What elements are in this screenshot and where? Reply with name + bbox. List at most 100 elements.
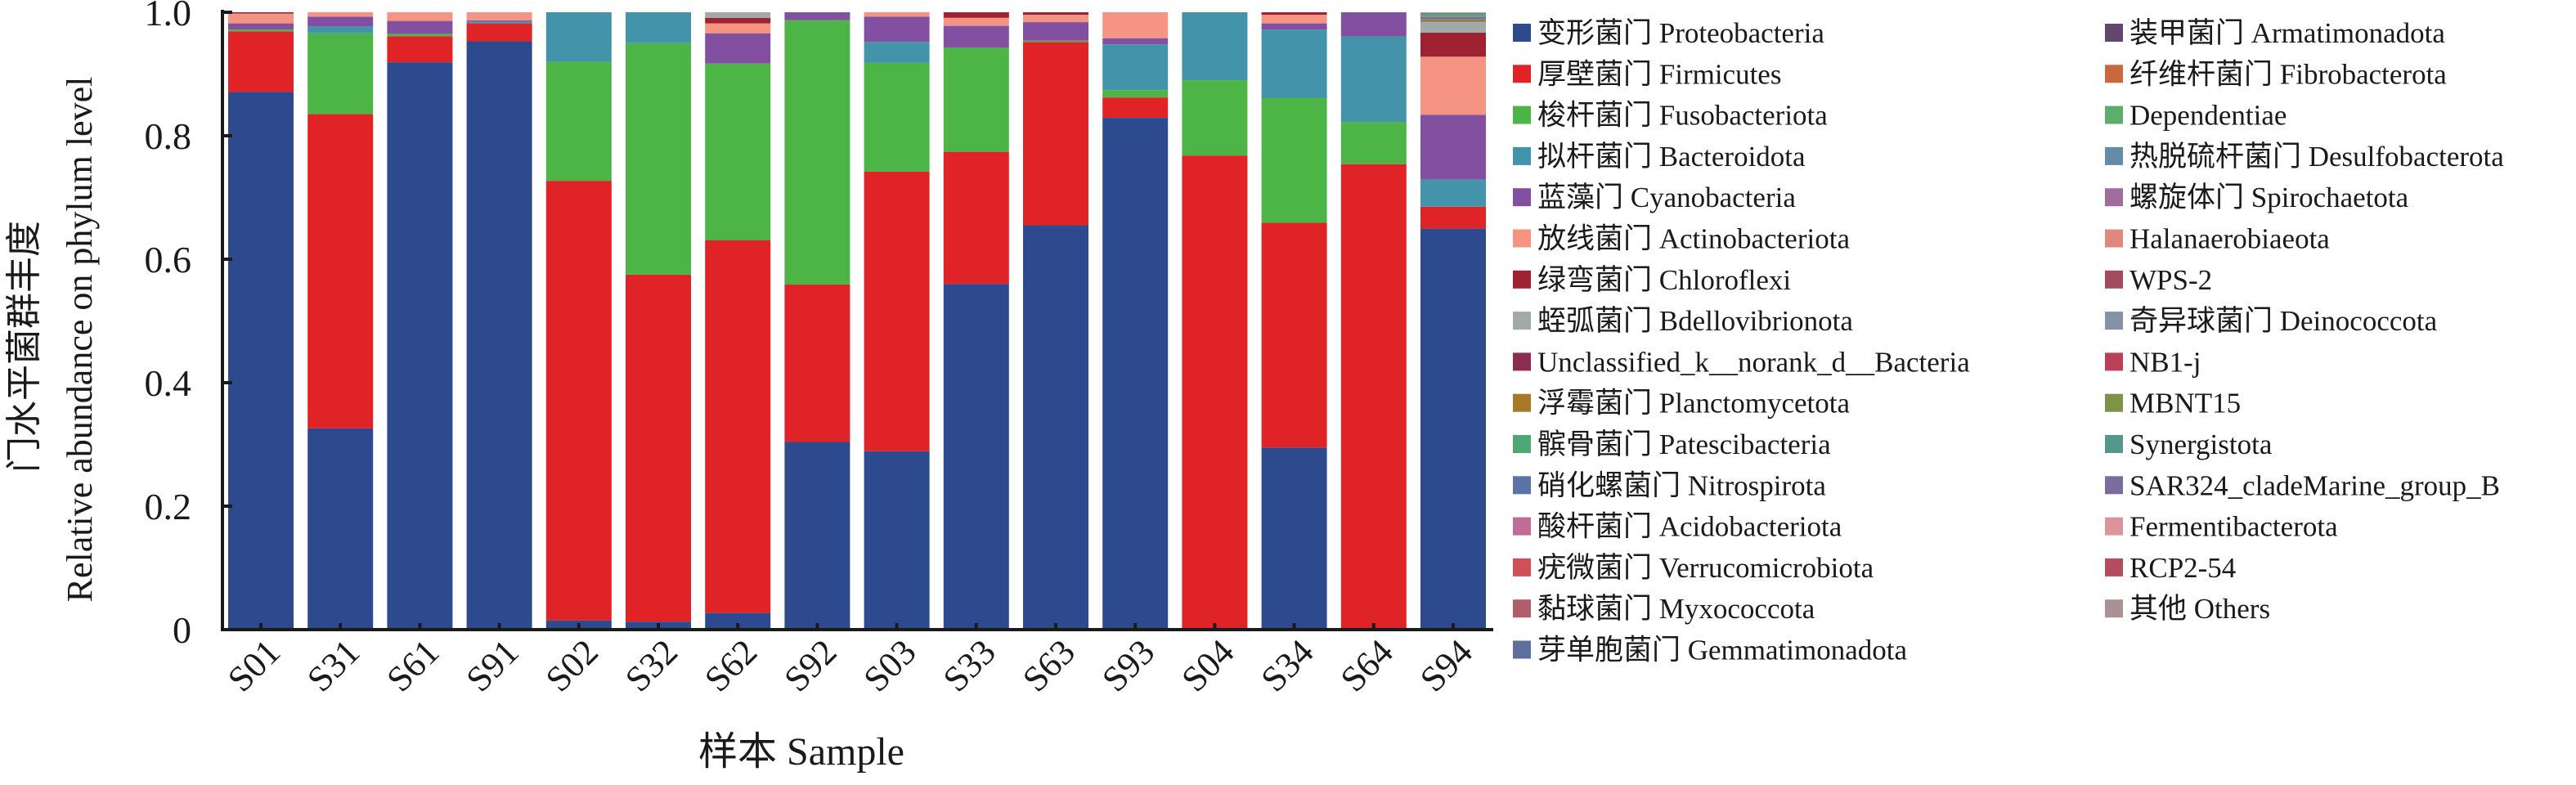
legend-swatch [2105, 24, 2123, 42]
legend-item: NB1-j [2105, 346, 2201, 378]
legend-label: 蓝藻门 Cyanobacteria [1537, 182, 1796, 213]
legend-swatch [1513, 65, 1531, 83]
legend-label: 其他 Others [2129, 593, 2270, 625]
legend-label: 纤维杆菌门 Fibrobacterota [2129, 58, 2447, 90]
legend-item: MBNT15 [2105, 388, 2241, 419]
bar-segment-S92-1 [784, 284, 850, 442]
x-tick-label: S93 [1094, 631, 1162, 699]
legend-swatch [2105, 105, 2123, 124]
bar-segment-S62-6 [705, 17, 771, 24]
x-ticks-group: S01 S31 S61 S91 S02 S32 S62 S92 S03 S33 S63 S93 S04 S… [220, 623, 1480, 699]
bar-segment-S94-6 [1420, 32, 1486, 57]
legend-label: 蛭弧菌门 Bdellovibrionota [1537, 305, 1853, 337]
bar-segment-S94-30 [1420, 12, 1486, 13]
legend-item: 奇异球菌门 Deinococcota [2105, 305, 2438, 337]
legend-label: SAR324_cladeMarine_group_B [2129, 469, 2500, 501]
bar-segment-S64-2 [1340, 122, 1407, 164]
legend-label: 变形菌门 Proteobacteria [1537, 17, 1824, 49]
bar-segment-S61-0 [387, 62, 453, 630]
legend-swatch [2105, 352, 2123, 371]
bar-segment-S91-4 [466, 20, 532, 22]
bar-segment-S31-2 [307, 33, 374, 114]
bar-segment-S91-0 [466, 41, 532, 630]
legend-item: 螺旋体门 Spirochaetota [2105, 182, 2409, 213]
bar-segment-S92-2 [784, 20, 850, 285]
legend-item: 硝化螺菌门 Nitrospirota [1513, 469, 1826, 501]
bar-segment-S02-2 [545, 61, 612, 182]
legend-swatch [2105, 188, 2123, 207]
x-tick-label: S32 [617, 631, 685, 699]
y-axis-title: Relative abundance on phylum level [60, 77, 100, 603]
x-tick-label: S63 [1015, 631, 1083, 699]
bar-segment-S03-2 [864, 62, 930, 172]
bar-segment-S02-1 [545, 181, 612, 621]
legend-swatch [1513, 558, 1531, 576]
legend-label: 硝化螺菌门 Nitrospirota [1537, 469, 1826, 501]
bar-segment-S63-5 [1023, 15, 1088, 23]
bar-segment-S62-7 [705, 12, 771, 18]
bar-segment-S03-0 [864, 451, 930, 630]
bar-segment-S93-5 [1102, 12, 1169, 38]
bar-segment-S32-2 [626, 43, 691, 275]
legend-label: 拟杆菌门 Bacteroidota [1537, 141, 1806, 173]
bar-segment-S62-0 [705, 612, 771, 630]
bar-segment-S93-3 [1102, 44, 1169, 91]
legend-label: 芽单胞菌门 Gemmatimonadota [1537, 635, 1907, 666]
y-tick-label: 0.6 [145, 239, 192, 280]
bar-segment-S94-8 [1420, 20, 1486, 22]
x-axis-title: 样本 Sample [698, 730, 904, 774]
legend-item: Unclassified_k__norank_d__Bacteria [1513, 346, 1970, 378]
x-tick-label: S03 [856, 631, 924, 699]
bar-segment-S93-1 [1102, 97, 1169, 119]
x-tick-label: S33 [936, 631, 1003, 699]
legend-label: 绿弯菌门 Chloroflexi [1537, 264, 1791, 296]
legend-item: WPS-2 [2105, 264, 2212, 296]
x-tick-label: S61 [379, 631, 447, 699]
legend-label: 髌骨菌门 Patescibacteria [1537, 428, 1831, 460]
bar-segment-S34-6 [1261, 12, 1327, 16]
bar-segment-S04-3 [1182, 12, 1248, 81]
bar-segment-S31-4 [307, 16, 374, 27]
bar-segment-S93-0 [1102, 118, 1169, 630]
bar-segment-S61-2 [387, 34, 453, 37]
bar-segment-S94-9 [1420, 20, 1486, 21]
x-tick-label: S94 [1412, 631, 1480, 699]
bar-segment-S03-1 [864, 171, 930, 451]
legend-swatch [1513, 393, 1531, 412]
legend-swatch [2105, 65, 2123, 83]
legend-label: 奇异球菌门 Deinococcota [2129, 305, 2438, 337]
y-tick-label: 0.4 [145, 362, 192, 404]
legend-item: 黏球菌门 Myxococcota [1513, 593, 1815, 625]
bar-segment-S63-0 [1023, 225, 1088, 630]
legend-item: RCP2-54 [2105, 552, 2236, 584]
bar-segment-S34-3 [1261, 29, 1327, 98]
legend-item: 芽单胞菌门 Gemmatimonadota [1513, 635, 1907, 666]
legend-swatch [1513, 312, 1531, 330]
bar-segment-S33-5 [943, 17, 1009, 26]
bar-segment-S01-2 [228, 29, 294, 32]
legend-item: Synergistota [2105, 428, 2273, 460]
legend-item: 梭杆菌门 Fusobacteriota [1513, 100, 1828, 132]
legend-label: 热脱硫杆菌门 Desulfobacterota [2129, 141, 2504, 173]
legend-item: 热脱硫杆菌门 Desulfobacterota [2105, 141, 2504, 173]
bar-segment-S61-4 [387, 20, 453, 34]
bar-segment-S94-25 [1420, 15, 1486, 17]
legend-swatch [1513, 352, 1531, 371]
bar-segment-S94-11 [1420, 17, 1486, 20]
bar-segment-S92-4 [784, 12, 850, 20]
bar-segment-S01-5 [228, 13, 294, 24]
y-tick-label: 0.2 [145, 486, 192, 527]
x-tick-label: S62 [697, 631, 765, 699]
legend-label: 黏球菌门 Myxococcota [1537, 593, 1815, 625]
bar-segment-S34-5 [1261, 15, 1327, 24]
legend-swatch [2105, 146, 2123, 165]
legend-item: Halanaerobiaeota [2105, 223, 2330, 255]
bar-segment-S63-2 [1023, 40, 1088, 43]
bar-segment-S32-3 [626, 12, 691, 43]
legend-label: 梭杆菌门 Fusobacteriota [1537, 100, 1828, 132]
bar-segment-S94-26 [1420, 12, 1486, 16]
legend-item: 厚壁菌门 Firmicutes [1513, 58, 1781, 90]
bar-segment-S31-0 [307, 428, 374, 630]
bar-segment-S64-4 [1340, 12, 1407, 37]
legend-item: SAR324_cladeMarine_group_B [2105, 469, 2500, 501]
